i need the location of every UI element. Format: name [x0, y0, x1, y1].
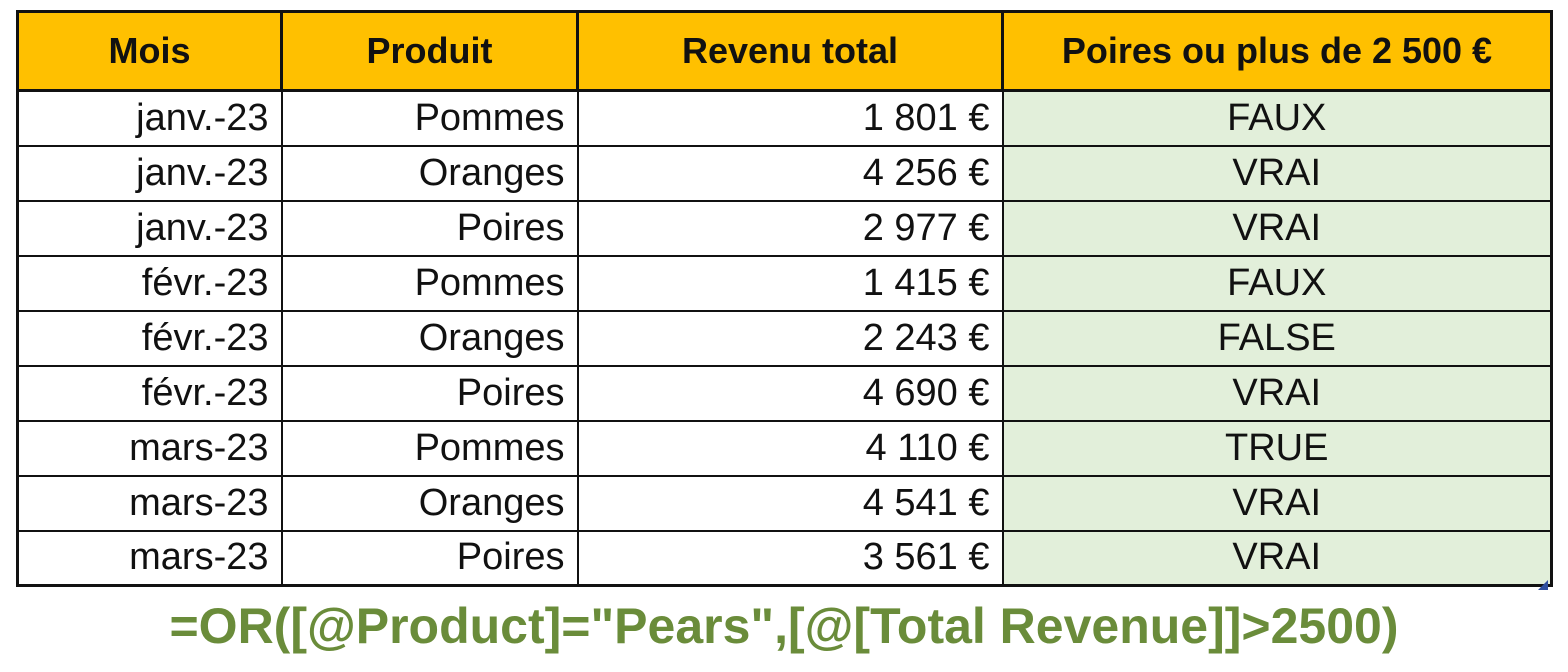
header-row: Mois Produit Revenu total Poires ou plus… [16, 10, 1553, 92]
header-cell-revenu-total[interactable]: Revenu total [576, 10, 1004, 92]
cell-mois[interactable]: févr.-23 [16, 364, 283, 422]
cell-revenu[interactable]: 1 801 € [576, 89, 1004, 147]
cell-produit[interactable]: Poires [280, 364, 579, 422]
cell-produit[interactable]: Pommes [280, 419, 579, 477]
cell-mois[interactable]: janv.-23 [16, 89, 283, 147]
cell-mois[interactable]: févr.-23 [16, 254, 283, 312]
spreadsheet-table-area: Mois Produit Revenu total Poires ou plus… [16, 10, 1553, 592]
cell-result[interactable]: VRAI [1001, 474, 1553, 532]
table-row: mars-23 Oranges 4 541 € VRAI [16, 474, 1553, 532]
cell-mois[interactable]: mars-23 [16, 474, 283, 532]
cell-revenu[interactable]: 4 690 € [576, 364, 1004, 422]
cell-result[interactable]: VRAI [1001, 364, 1553, 422]
cell-result[interactable]: VRAI [1001, 529, 1553, 587]
table-row: févr.-23 Pommes 1 415 € FAUX [16, 254, 1553, 312]
table-row: févr.-23 Poires 4 690 € VRAI [16, 364, 1553, 422]
table-row: mars-23 Pommes 4 110 € TRUE [16, 419, 1553, 477]
cell-result[interactable]: FAUX [1001, 89, 1553, 147]
cell-mois[interactable]: janv.-23 [16, 199, 283, 257]
header-cell-produit[interactable]: Produit [280, 10, 579, 92]
cell-produit[interactable]: Oranges [280, 474, 579, 532]
cell-revenu[interactable]: 3 561 € [576, 529, 1004, 587]
cell-mois[interactable]: mars-23 [16, 529, 283, 587]
data-table: Mois Produit Revenu total Poires ou plus… [16, 10, 1553, 587]
table-resize-handle[interactable] [1538, 580, 1548, 590]
cell-revenu[interactable]: 4 541 € [576, 474, 1004, 532]
cell-produit[interactable]: Oranges [280, 144, 579, 202]
table-row: janv.-23 Pommes 1 801 € FAUX [16, 89, 1553, 147]
cell-result[interactable]: VRAI [1001, 199, 1553, 257]
cell-produit[interactable]: Oranges [280, 309, 579, 367]
cell-result[interactable]: FALSE [1001, 309, 1553, 367]
cell-revenu[interactable]: 1 415 € [576, 254, 1004, 312]
cell-revenu[interactable]: 4 110 € [576, 419, 1004, 477]
table-row: mars-23 Poires 3 561 € VRAI [16, 529, 1553, 587]
cell-mois[interactable]: mars-23 [16, 419, 283, 477]
table-row: janv.-23 Poires 2 977 € VRAI [16, 199, 1553, 257]
formula-caption: =OR([@Product]="Pears",[@[Total Revenue]… [169, 598, 1399, 654]
cell-produit[interactable]: Pommes [280, 254, 579, 312]
cell-result[interactable]: FAUX [1001, 254, 1553, 312]
cell-produit[interactable]: Pommes [280, 89, 579, 147]
cell-mois[interactable]: janv.-23 [16, 144, 283, 202]
cell-revenu[interactable]: 2 243 € [576, 309, 1004, 367]
cell-result[interactable]: TRUE [1001, 419, 1553, 477]
cell-produit[interactable]: Poires [280, 529, 579, 587]
header-cell-poires-ou-plus[interactable]: Poires ou plus de 2 500 € [1001, 10, 1553, 92]
cell-revenu[interactable]: 2 977 € [576, 199, 1004, 257]
cell-mois[interactable]: févr.-23 [16, 309, 283, 367]
cell-result[interactable]: VRAI [1001, 144, 1553, 202]
table-row: janv.-23 Oranges 4 256 € VRAI [16, 144, 1553, 202]
table-row: févr.-23 Oranges 2 243 € FALSE [16, 309, 1553, 367]
cell-revenu[interactable]: 4 256 € [576, 144, 1004, 202]
header-cell-mois[interactable]: Mois [16, 10, 283, 92]
cell-produit[interactable]: Poires [280, 199, 579, 257]
